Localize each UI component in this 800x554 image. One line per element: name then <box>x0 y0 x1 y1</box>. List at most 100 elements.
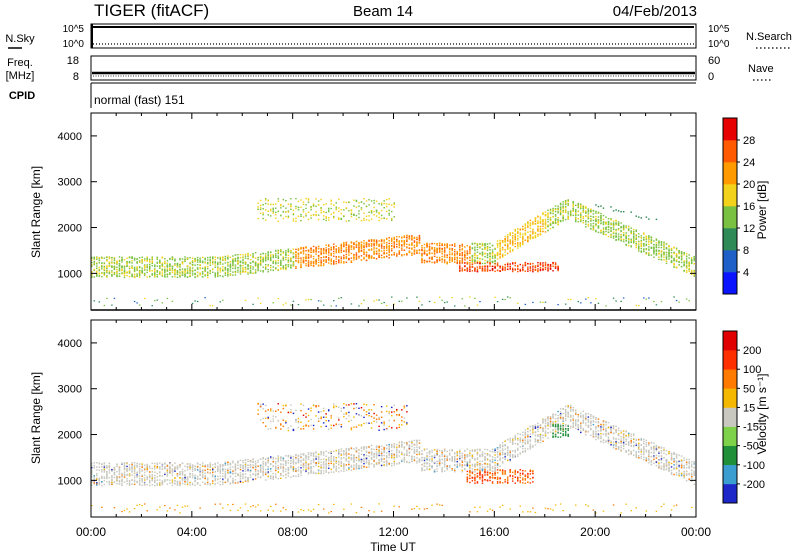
velocity-cell <box>186 467 189 469</box>
power-cell <box>527 235 529 238</box>
power-cell <box>446 256 448 259</box>
velocity-cell <box>164 473 166 476</box>
power-cell <box>506 246 509 248</box>
power-cell <box>259 263 262 265</box>
power-cell <box>360 259 363 261</box>
power-cell <box>161 270 164 272</box>
power-cell <box>131 267 133 269</box>
power-cell <box>648 297 650 299</box>
velocity-cell <box>234 467 237 469</box>
power-cell <box>164 258 166 260</box>
power-cell <box>143 265 146 267</box>
power-cell <box>161 275 164 277</box>
power-cell <box>433 261 436 263</box>
power-cell <box>292 220 295 222</box>
power-cell <box>363 258 365 260</box>
power-cell <box>466 250 469 252</box>
power-cell <box>310 254 312 257</box>
power-cell <box>592 219 595 222</box>
power-cell <box>219 275 222 277</box>
power-cell <box>290 208 292 211</box>
power-cell <box>643 236 645 239</box>
power-cell <box>121 258 123 260</box>
power-cell <box>118 270 121 272</box>
power-cell <box>680 256 683 258</box>
velocity-cell <box>189 472 191 475</box>
power-cell <box>383 256 385 259</box>
power-cell <box>522 236 524 238</box>
power-cell <box>620 240 622 242</box>
power-cell <box>537 220 539 222</box>
power-cell <box>491 244 494 247</box>
power-cell <box>277 262 280 264</box>
power-cell <box>443 246 446 249</box>
power-cell <box>675 260 678 263</box>
power-cell <box>305 204 307 206</box>
power-cell <box>690 258 693 261</box>
power-cell <box>133 276 136 278</box>
power-cell <box>607 223 610 226</box>
power-cell <box>585 221 587 223</box>
power-cell <box>111 261 113 263</box>
power-cell <box>607 226 610 228</box>
velocity-cell <box>206 481 209 484</box>
velocity-cell <box>108 462 111 464</box>
power-cell <box>138 276 141 278</box>
power-cell <box>237 262 239 264</box>
velocity-cell <box>123 462 126 464</box>
velocity-cell <box>184 505 186 507</box>
power-cell <box>249 266 252 268</box>
power-cell <box>527 222 529 224</box>
power-cell <box>469 262 471 264</box>
power-cell <box>539 233 542 235</box>
power-cell <box>121 256 123 259</box>
velocity-cell <box>191 465 194 467</box>
power-cell <box>136 269 138 271</box>
power-cell <box>277 257 280 260</box>
power-cell <box>597 231 600 234</box>
power-cell <box>186 268 189 270</box>
power-cell <box>585 298 587 300</box>
power-cell <box>264 199 267 201</box>
power-cell <box>403 254 406 256</box>
power-cell <box>522 243 524 246</box>
power-cell <box>330 259 332 262</box>
power-cell <box>375 250 378 253</box>
power-cell <box>327 254 330 256</box>
power-cell <box>353 254 355 257</box>
power-cell <box>327 249 330 252</box>
velocity-cell <box>219 470 222 472</box>
power-cell <box>612 297 615 299</box>
power-cell <box>212 260 214 262</box>
velocity-cell <box>126 469 128 472</box>
power-cell <box>471 257 474 259</box>
power-cell <box>327 209 330 211</box>
power-cell <box>577 204 580 207</box>
power-cell <box>582 208 585 210</box>
power-cell <box>569 210 572 213</box>
power-cell <box>517 247 519 249</box>
power-cell <box>494 248 496 250</box>
power-cell <box>325 247 327 249</box>
power-cell <box>151 262 153 265</box>
power-cell <box>635 235 637 237</box>
power-cell <box>146 276 148 278</box>
power-cell <box>479 257 481 260</box>
power-cell <box>343 241 345 244</box>
velocity-cell <box>93 475 96 477</box>
power-cell <box>511 243 514 245</box>
power-cell <box>189 261 191 264</box>
power-cell <box>632 228 635 231</box>
power-cell <box>428 300 431 303</box>
power-cell <box>501 256 504 258</box>
velocity-cell <box>116 464 118 466</box>
velocity-cell <box>121 484 123 487</box>
power-cell <box>635 229 637 231</box>
power-cell <box>348 248 350 250</box>
power-cell <box>128 260 131 263</box>
power-cell <box>562 214 564 217</box>
power-cell <box>330 258 332 260</box>
freq-tick-top: 18 <box>67 55 79 67</box>
power-cell <box>171 257 174 259</box>
power-cell <box>617 224 620 227</box>
